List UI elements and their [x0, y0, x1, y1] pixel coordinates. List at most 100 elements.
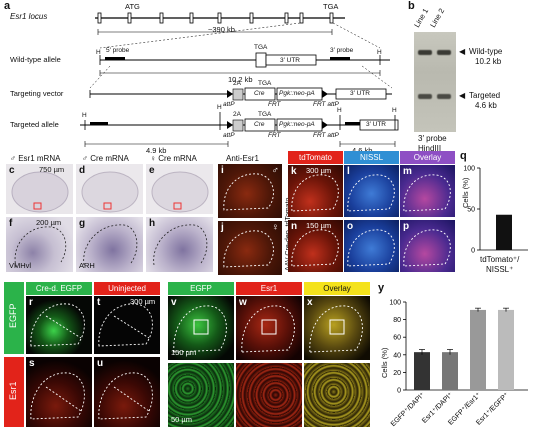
h-site-wt-1: H	[96, 49, 101, 56]
blot-band-tg-2	[437, 94, 451, 99]
twoA-label-ta: 2A	[233, 111, 241, 118]
row-label-egfp: EGFP	[8, 303, 18, 328]
panel-n-image: n 150 µm	[288, 220, 343, 272]
attp-tv-label: attP	[223, 101, 235, 108]
panel-m-image: m	[400, 165, 455, 217]
y-bar-0	[414, 352, 430, 390]
q-ytick-label-0: 0	[471, 248, 475, 255]
locus-exons	[97, 12, 334, 24]
line2-label: Line 2	[428, 6, 447, 29]
panel-j-image: j ♀	[218, 221, 282, 275]
panel-j-letter: j	[221, 222, 224, 233]
panel-f-image: f 200 µm VMHvl	[6, 217, 73, 272]
wt-band-label: Wild-type	[469, 47, 503, 56]
panel-n-letter: n	[291, 221, 298, 232]
y-ytick-label-0: 0	[397, 388, 401, 395]
blot-band-tg-1	[418, 94, 432, 99]
header-overlay-vx: Overlay	[304, 282, 370, 295]
row-label-egfp-bg	[4, 282, 24, 354]
panel-f-scalebar: 200 µm	[36, 218, 62, 227]
panel-i-outline	[223, 173, 274, 211]
header-egfp-vx: EGFP	[168, 282, 234, 295]
header-cre-egfp: Cre-d. EGFP	[26, 282, 92, 295]
panel-m-outline	[403, 174, 451, 212]
h-site-ta-4: H	[392, 107, 397, 114]
frt-attp-tv-label: FRT attP	[313, 101, 339, 108]
header-cre-mrna-male: ♂ Cre mRNA	[82, 154, 129, 163]
panel-e-image: e	[146, 164, 213, 214]
frt-attp-ta-label: FRT attP	[313, 132, 339, 139]
y-category-label-0: EGFP⁺/DAPI⁺	[390, 391, 427, 428]
q-ylabel: Cells (%)	[461, 177, 470, 208]
y-ylabel: Cells (%)	[380, 347, 389, 378]
blot-band-wt-2	[437, 50, 451, 55]
y-ytick-label-4: 80	[393, 317, 401, 324]
panel-f-outline	[14, 226, 67, 268]
kb-46-label: 4.6 kb	[352, 146, 372, 155]
panel-t-scalebar: 300 µm	[130, 297, 156, 306]
panel-w-outline	[241, 305, 295, 353]
panel-e-letter: e	[149, 165, 155, 176]
panel-u-image: u	[94, 357, 160, 427]
panel-p-letter: p	[403, 221, 410, 232]
esr1-locus-label: Esr1 locus	[10, 12, 48, 21]
panel-r-image: r	[26, 296, 92, 354]
tga-label: TGA	[323, 2, 339, 11]
tga-ta-label: TGA	[258, 111, 272, 118]
panel-a-label: a	[4, 0, 11, 12]
panel-u-outline	[98, 372, 153, 420]
panel-e-brain	[151, 171, 209, 213]
blot-enzyme-label: HindIII	[418, 144, 442, 153]
panel-h-image: h	[146, 217, 213, 272]
header-cre-mrna-female: ♀ Cre mRNA	[150, 154, 197, 163]
y-ytick-label-3: 60	[393, 335, 401, 342]
panel-y-label: y	[378, 282, 385, 294]
panel-r-outline	[30, 303, 85, 347]
wt-band-kb: 10.2 kb	[475, 57, 502, 66]
y-bar-3	[498, 309, 514, 390]
panel-v-image: v 150 µm	[168, 296, 234, 360]
probe5-label-wt: 5′ probe	[106, 47, 130, 54]
blot-band-wt-1	[418, 50, 432, 55]
h-site-wt-2: H	[377, 49, 382, 56]
y-ytick-label-1: 20	[393, 370, 401, 377]
cre-ta-label: Cre	[254, 121, 265, 128]
wt-arrow: ◀	[459, 47, 466, 56]
header-nissl: NISSL	[344, 151, 399, 164]
row-label-esr1-bg	[4, 357, 24, 427]
header-esr1-mrna: ♂ Esr1 mRNA	[10, 154, 61, 163]
panel-v-outline	[173, 305, 227, 353]
panel-g-letter: g	[79, 218, 86, 229]
y-ytick-label-5: 100	[389, 300, 401, 307]
panel-b-label: b	[408, 0, 415, 12]
panel-v-scalebar: 150 µm	[171, 348, 197, 357]
targeted-allele-label: Targeted allele	[10, 120, 59, 129]
targeting-schematic	[80, 12, 399, 147]
panel-j-sex: ♀	[271, 222, 280, 233]
panel-o-outline	[347, 229, 395, 267]
panel-m-letter: m	[403, 166, 412, 177]
panel-l-letter: l	[347, 166, 350, 177]
panel-c-letter: c	[9, 165, 15, 176]
panel-v-zoom: 50 µm	[168, 363, 234, 427]
panel-c-image: c 750 µm	[6, 164, 73, 214]
panel-x-letter: x	[307, 297, 313, 308]
panel-d-letter: d	[79, 165, 86, 176]
panel-h-outline	[153, 224, 208, 266]
blot-image	[414, 32, 456, 132]
q-xlabel-2: NISSL⁺	[486, 265, 514, 274]
panel-p-outline	[403, 229, 451, 267]
h-site-ta-2: H	[217, 104, 222, 111]
panel-x-image: x	[304, 296, 370, 360]
probe3-label-wt: 3′ probe	[330, 47, 354, 54]
panel-k-outline	[291, 174, 339, 212]
targeting-vector-label: Targeting vector	[10, 89, 64, 98]
chart-q: 0 50 100	[463, 166, 528, 255]
panel-d-brain	[81, 171, 139, 213]
frt-tv-label: FRT	[268, 101, 281, 108]
panel-n-outline	[291, 229, 339, 267]
header-uninjected: Uninjected	[94, 282, 160, 295]
panel-d-image: d	[76, 164, 143, 214]
panel-t-outline	[98, 303, 153, 347]
